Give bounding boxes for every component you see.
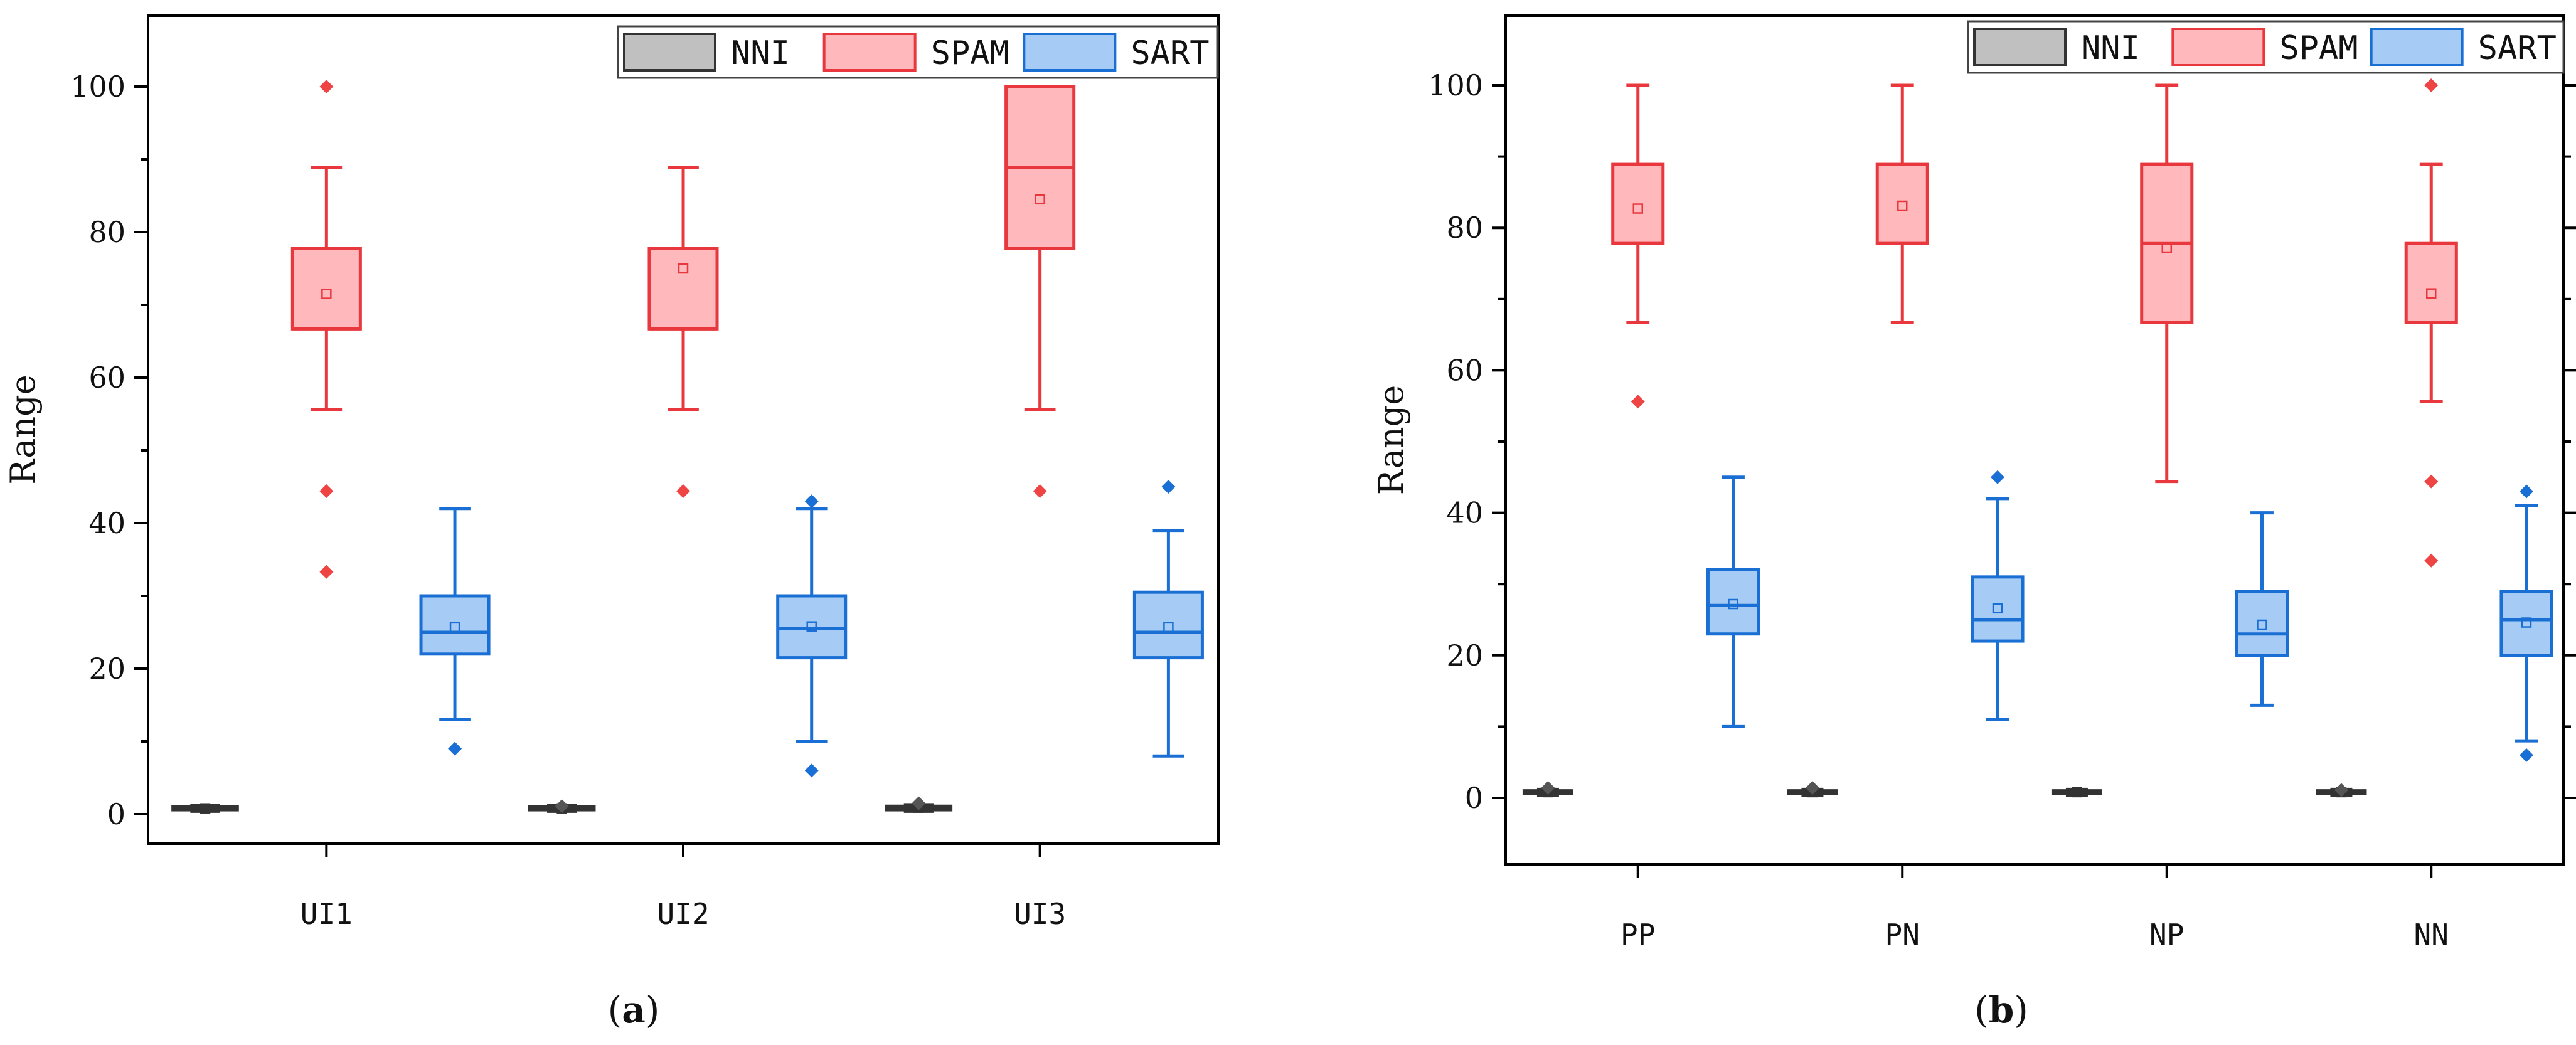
box-spam	[1875, 162, 1929, 245]
plot-frame	[1504, 14, 2565, 866]
y-tick-label: 60	[88, 361, 125, 395]
panel-caption: (a)	[608, 989, 660, 1031]
box-mean	[806, 621, 817, 632]
box-outlier	[912, 796, 926, 810]
box-sart	[776, 594, 848, 660]
legend-label: NNI	[2081, 29, 2140, 67]
y-axis-title: Range	[1371, 385, 1411, 495]
caption-close-paren: )	[646, 989, 660, 1031]
box-outlier	[2334, 783, 2348, 797]
box-sart	[1706, 568, 1760, 636]
x-tick-label: UI1	[301, 897, 353, 931]
caption-letter: b	[1989, 989, 2014, 1031]
box-mean	[1632, 203, 1643, 214]
box-mean	[2161, 242, 2172, 253]
legend-box	[617, 25, 1219, 79]
legend-swatch-nni	[623, 33, 716, 72]
panel-b: 0 20 40 60 80 100 Range PP PN NP NN NNI SPAM SART (b)	[1371, 14, 2576, 1031]
box-spam	[2404, 241, 2458, 324]
caption-close-paren: )	[2014, 989, 2028, 1031]
caption-open-paren: (	[1974, 989, 1989, 1031]
box-outlier	[1541, 781, 1555, 795]
legend-swatch-spam	[2171, 28, 2265, 66]
legend-box	[1967, 20, 2565, 74]
box-spam	[290, 247, 362, 331]
y-tick-label: 80	[88, 215, 125, 249]
box-outlier	[1033, 484, 1047, 498]
x-tick-label: NN	[2414, 918, 2449, 952]
box-mean	[321, 289, 332, 299]
legend-swatch-nni	[1973, 28, 2067, 66]
x-tick-label: PN	[1885, 918, 1920, 952]
caption-open-paren: (	[608, 989, 622, 1031]
legend-swatch-sart	[1023, 33, 1117, 72]
y-axis-title: Range	[3, 374, 43, 484]
x-tick-label: NP	[2149, 918, 2184, 952]
y-tick-label: 100	[1428, 68, 1483, 102]
caption-letter: a	[622, 989, 646, 1031]
box-outlier	[1631, 395, 1645, 409]
box-mean	[2426, 288, 2437, 299]
box-sart	[2499, 590, 2553, 657]
box-outlier	[1805, 781, 1819, 795]
y-tick-label: 0	[1465, 781, 1483, 815]
x-tick-label: UI2	[657, 897, 709, 931]
y-tick-label: 0	[107, 797, 125, 831]
y-tick-label: 100	[70, 70, 125, 103]
box-outlier	[2519, 748, 2533, 762]
x-tick-label: PP	[1621, 918, 1655, 952]
legend-label: SART	[1131, 34, 1209, 72]
box-mean	[678, 263, 689, 274]
box-outlier	[2424, 474, 2439, 489]
box-mean	[2072, 787, 2082, 798]
box-mean	[1035, 194, 1045, 205]
y-tick-label: 40	[88, 506, 125, 540]
box-mean	[1163, 622, 1174, 633]
legend-label: SART	[2478, 29, 2557, 67]
legend-label: NNI	[731, 34, 790, 72]
box-sart	[419, 594, 491, 656]
y-tick-label: 80	[1446, 211, 1483, 245]
x-tick-label: UI3	[1014, 897, 1066, 931]
box-outlier	[1990, 470, 2004, 484]
box-outlier	[2424, 78, 2439, 92]
box-mean	[1728, 598, 1738, 610]
box-outlier	[2424, 553, 2439, 568]
box-sart	[1132, 590, 1204, 660]
y-tick-label: 60	[1446, 353, 1483, 387]
box-mean	[200, 803, 211, 814]
box-sart	[2235, 590, 2289, 657]
box-outlier	[448, 741, 462, 756]
y-tick-label: 20	[88, 652, 125, 686]
box-mean	[1992, 603, 2003, 614]
panel-a: 0 20 40 60 80 100 Range UI1 UI2 UI3 NNI SPAM SART (a)	[3, 14, 1220, 1031]
box-spam	[647, 247, 719, 331]
panel-caption: (b)	[1974, 989, 2028, 1031]
legend-swatch-spam	[822, 33, 917, 72]
y-tick-label: 40	[1446, 496, 1483, 530]
box-mean	[2521, 617, 2532, 628]
box-outlier	[804, 763, 819, 778]
box-sart	[1971, 575, 2025, 643]
box-mean	[449, 622, 460, 633]
box-outlier	[676, 484, 690, 498]
box-mean	[2257, 619, 2267, 630]
box-mean	[1897, 200, 1908, 211]
box-outlier	[555, 799, 569, 814]
box-outlier	[2519, 484, 2533, 499]
box-outlier	[1161, 480, 1176, 494]
y-tick-label: 20	[1446, 639, 1483, 672]
box-outlier	[804, 494, 819, 509]
box-outlier	[319, 565, 334, 579]
box-outlier	[319, 484, 334, 498]
legend-label: SPAM	[931, 34, 1009, 72]
legend-swatch-sart	[2370, 28, 2464, 66]
box-outlier	[319, 80, 334, 93]
legend-label: SPAM	[2279, 29, 2358, 67]
